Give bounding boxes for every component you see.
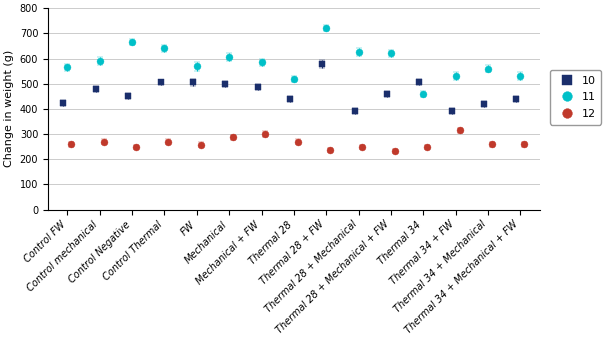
Legend: 10, 11, 12: 10, 11, 12	[551, 70, 601, 124]
Y-axis label: Change in weight (g): Change in weight (g)	[4, 50, 14, 168]
